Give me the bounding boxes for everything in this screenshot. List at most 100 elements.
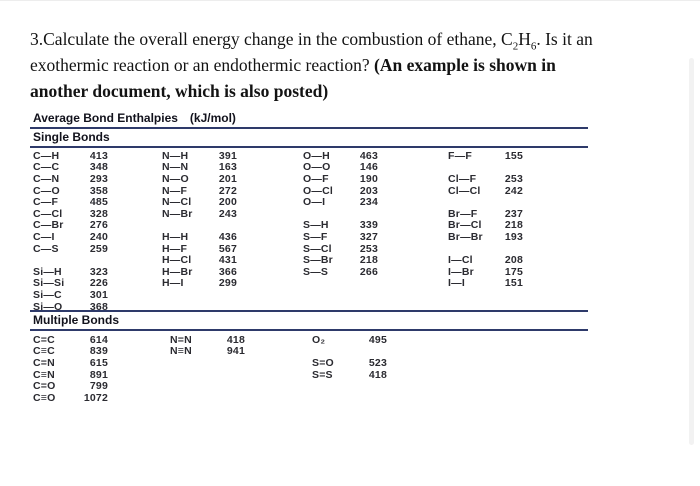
bond-enthalpy-table: Average Bond Enthalpies (kJ/mol) Single … <box>30 110 588 412</box>
bond-row: C≡N 891 <box>33 369 108 381</box>
bond-label: S—F <box>303 230 328 243</box>
bond-label: C—I <box>33 230 55 243</box>
question-text-segment: 3.Calculate the overall energy change in… <box>30 29 513 49</box>
bond-label: Br—F <box>448 207 478 220</box>
bond-label: H—F <box>162 242 188 255</box>
bond-row-spacer <box>448 162 523 174</box>
bond-label: N—N <box>162 161 189 174</box>
bond-row: I—I 151 <box>448 277 523 289</box>
bond-enthalpy-value: 242 <box>504 184 523 197</box>
bond-row: N—N 163 <box>162 161 237 174</box>
top-edge-divider <box>0 0 700 1</box>
bond-row: S—Br 218 <box>303 254 378 266</box>
bond-enthalpy-value: 891 <box>89 368 108 381</box>
bond-row: N≡N 941 <box>170 345 245 358</box>
bond-label: O—F <box>303 172 329 185</box>
table-title: Average Bond Enthalpies (kJ/mol) <box>30 110 588 129</box>
bond-row: O—F 190 <box>303 173 378 185</box>
bond-enthalpy-value: 614 <box>89 333 108 346</box>
bond-row: C—S 259 <box>33 243 108 255</box>
bond-enthalpy-value: 234 <box>359 196 378 209</box>
bond-row: S—H 339 <box>303 219 378 232</box>
bond-enthalpy-value: 348 <box>89 161 108 174</box>
bond-enthalpy-value: 193 <box>504 230 523 243</box>
bond-row: O—O 146 <box>303 161 378 174</box>
bond-row: H—Br 366 <box>162 266 237 278</box>
bond-enthalpy-value: 237 <box>504 207 523 220</box>
bond-enthalpy-value: 190 <box>359 172 378 185</box>
bond-enthalpy-value: 941 <box>226 345 245 358</box>
bond-row: S—S 266 <box>303 266 378 278</box>
bond-label: C—N <box>33 172 60 185</box>
bond-label: Cl—F <box>448 172 477 185</box>
bond-row: S=O 523 <box>312 357 387 369</box>
bond-label: S=O <box>312 356 334 369</box>
bond-row: H—I 299 <box>162 277 237 289</box>
bond-row: O—I 234 <box>303 196 378 208</box>
bond-label: O—I <box>303 196 326 209</box>
bond-row-spacer <box>312 346 387 358</box>
bond-label: N—Cl <box>162 196 192 209</box>
bond-enthalpy-value: 163 <box>218 161 237 174</box>
question-line-1: 3.Calculate the overall energy change in… <box>30 26 692 52</box>
bond-row: Br—F 237 <box>448 208 523 220</box>
bond-row: I—Br 175 <box>448 266 523 278</box>
bond-row: N—F 272 <box>162 185 237 197</box>
question-text-segment: H <box>518 29 531 49</box>
bond-enthalpy-value: 418 <box>368 368 387 381</box>
bond-label: F—F <box>448 149 472 162</box>
bond-row: Si—O 368 <box>33 301 108 313</box>
bond-enthalpy-value: 366 <box>218 265 237 278</box>
bond-enthalpy-value: 523 <box>368 356 387 369</box>
bond-enthalpy-value: 323 <box>89 265 108 278</box>
bond-label: C—C <box>33 161 60 174</box>
bond-label: S—Br <box>303 254 333 267</box>
bond-label: Br—Br <box>448 230 483 243</box>
bond-enthalpy-value: 218 <box>359 254 378 267</box>
bond-label: C≡O <box>33 391 56 404</box>
bond-enthalpy-value: 463 <box>359 149 378 162</box>
bond-label: N—Br <box>162 207 193 220</box>
multiple-bonds-grid: C=C 614 C≡C 839 C=N 615 C≡N 891 C=O 799 C≡O 1072 N=N… <box>30 334 588 412</box>
bond-enthalpy-value: 276 <box>89 219 108 232</box>
bond-row: C—Br 276 <box>33 219 108 232</box>
bond-row: O—H 463 <box>303 150 378 162</box>
bond-enthalpy-value: 358 <box>89 184 108 197</box>
table-title-text: Average Bond Enthalpies <box>33 111 178 125</box>
scrollbar-thumb[interactable] <box>689 58 694 445</box>
bond-enthalpy-value: 201 <box>218 172 237 185</box>
question-text-segment: . Is it an <box>536 29 593 49</box>
bond-row: N=N 418 <box>170 334 245 346</box>
bond-label: I—Cl <box>448 254 473 267</box>
bond-enthalpy-value: 240 <box>89 230 108 243</box>
question-bold-segment: (An example is shown in <box>374 55 556 75</box>
bond-enthalpy-value: 200 <box>218 196 237 209</box>
bond-enthalpy-value: 203 <box>359 184 378 197</box>
bond-row: S—F 327 <box>303 231 378 243</box>
bond-column: O₂ 495 S=O 523 S=S 418 <box>312 334 387 381</box>
single-bonds-grid: C—H 413 C—C 348 C—N 293 C—O 358 C—F 485 C—Cl 328 C—B… <box>30 149 588 313</box>
bond-column: F—F 155 Cl—F 253 Cl—Cl 242 Br—F 237 Br—Cl 218 Br—B… <box>448 149 523 290</box>
bond-label: I—Br <box>448 265 474 278</box>
question-line-2: exothermic reaction or an endothermic re… <box>30 52 692 78</box>
bond-label: C—O <box>33 184 60 197</box>
bond-row: H—H 436 <box>162 231 237 243</box>
bond-row: H—F 567 <box>162 243 237 255</box>
formula-subscript: 6 <box>530 40 537 53</box>
bond-enthalpy-value: 253 <box>359 242 378 255</box>
bond-enthalpy-value: 253 <box>504 172 523 185</box>
bond-column: N—H 391 N—N 163 N—O 201 N—F 272 N—Cl 200 N—Br 243 H—… <box>162 149 237 290</box>
bond-label: C—Cl <box>33 207 63 220</box>
bond-label: N—H <box>162 149 189 162</box>
bond-enthalpy-value: 146 <box>359 161 378 174</box>
bond-row: N—O 201 <box>162 173 237 185</box>
bond-enthalpy-value: 567 <box>218 242 237 255</box>
bond-enthalpy-value: 368 <box>89 300 108 313</box>
bond-row: C—F 485 <box>33 196 108 208</box>
bond-enthalpy-value: 339 <box>359 219 378 232</box>
bond-label: Si—O <box>33 300 63 313</box>
bond-row: O₂ 495 <box>312 334 387 346</box>
bond-label: S—S <box>303 265 329 278</box>
bond-label: C=O <box>33 380 56 393</box>
